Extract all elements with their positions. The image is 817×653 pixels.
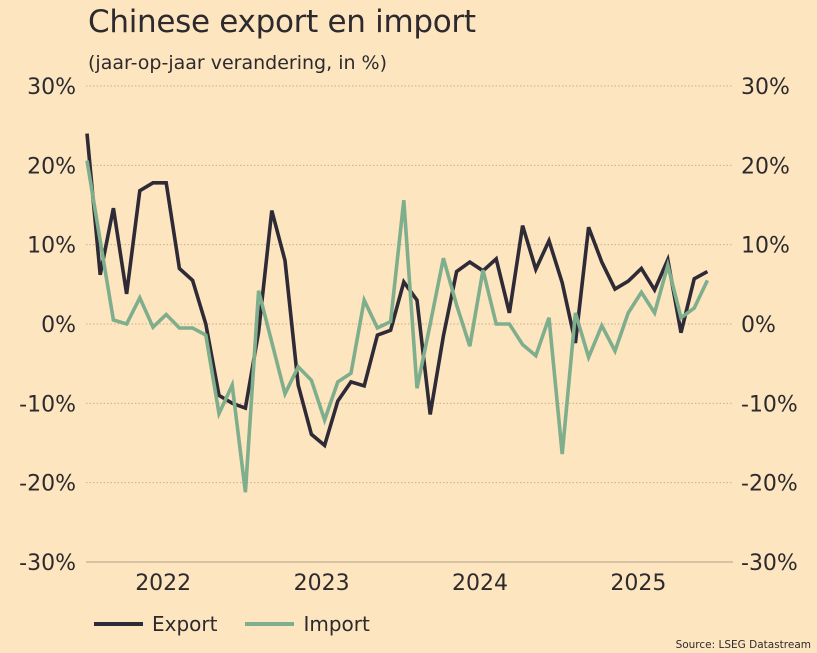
y-axis-left: 30% 20% 10% 0% -10% -20% -30%	[19, 75, 76, 576]
x-axis: 2022 2023 2024 2025	[135, 571, 666, 596]
series-lines	[85, 133, 710, 493]
x-tick-label: 2025	[610, 571, 666, 596]
series-line-export	[85, 133, 709, 449]
source-note: Source: LSEG Datastream	[675, 639, 811, 651]
gridlines	[86, 85, 733, 563]
y-tick-label-left: 30%	[27, 75, 76, 100]
y-tick-label-right: -20%	[741, 472, 798, 497]
y-tick-label-left: 0%	[41, 313, 76, 338]
y-tick-label-right: 20%	[741, 154, 790, 179]
chart-title: Chinese export en import	[88, 4, 476, 40]
y-tick-label-right: 30%	[741, 75, 790, 100]
legend-swatch-import	[245, 622, 295, 626]
legend-swatch-export	[94, 622, 143, 626]
chart-subtitle: (jaar-op-jaar verandering, in %)	[88, 52, 388, 74]
y-tick-label-right: 0%	[741, 313, 776, 338]
y-tick-label-right: -10%	[741, 392, 798, 417]
y-tick-label-right: -30%	[741, 551, 798, 576]
x-tick-label: 2024	[452, 571, 508, 596]
y-axis-right: 30% 20% 10% 0% -10% -20% -30%	[741, 75, 798, 576]
legend-label-export: Export	[152, 612, 218, 636]
legend: Export Import	[94, 612, 398, 636]
y-tick-label-left: 20%	[27, 154, 76, 179]
y-tick-label-left: -20%	[19, 472, 76, 497]
series-line-import	[85, 160, 710, 493]
x-tick-label: 2022	[135, 571, 191, 596]
x-tick-label: 2023	[294, 571, 350, 596]
y-tick-label-left: -10%	[19, 392, 76, 417]
legend-label-import: Import	[303, 612, 370, 636]
legend-item-export: Export	[94, 612, 217, 636]
y-tick-label-left: -30%	[19, 551, 76, 576]
y-tick-label-right: 10%	[741, 234, 790, 259]
legend-item-import: Import	[245, 612, 370, 636]
y-tick-label-left: 10%	[27, 234, 76, 259]
